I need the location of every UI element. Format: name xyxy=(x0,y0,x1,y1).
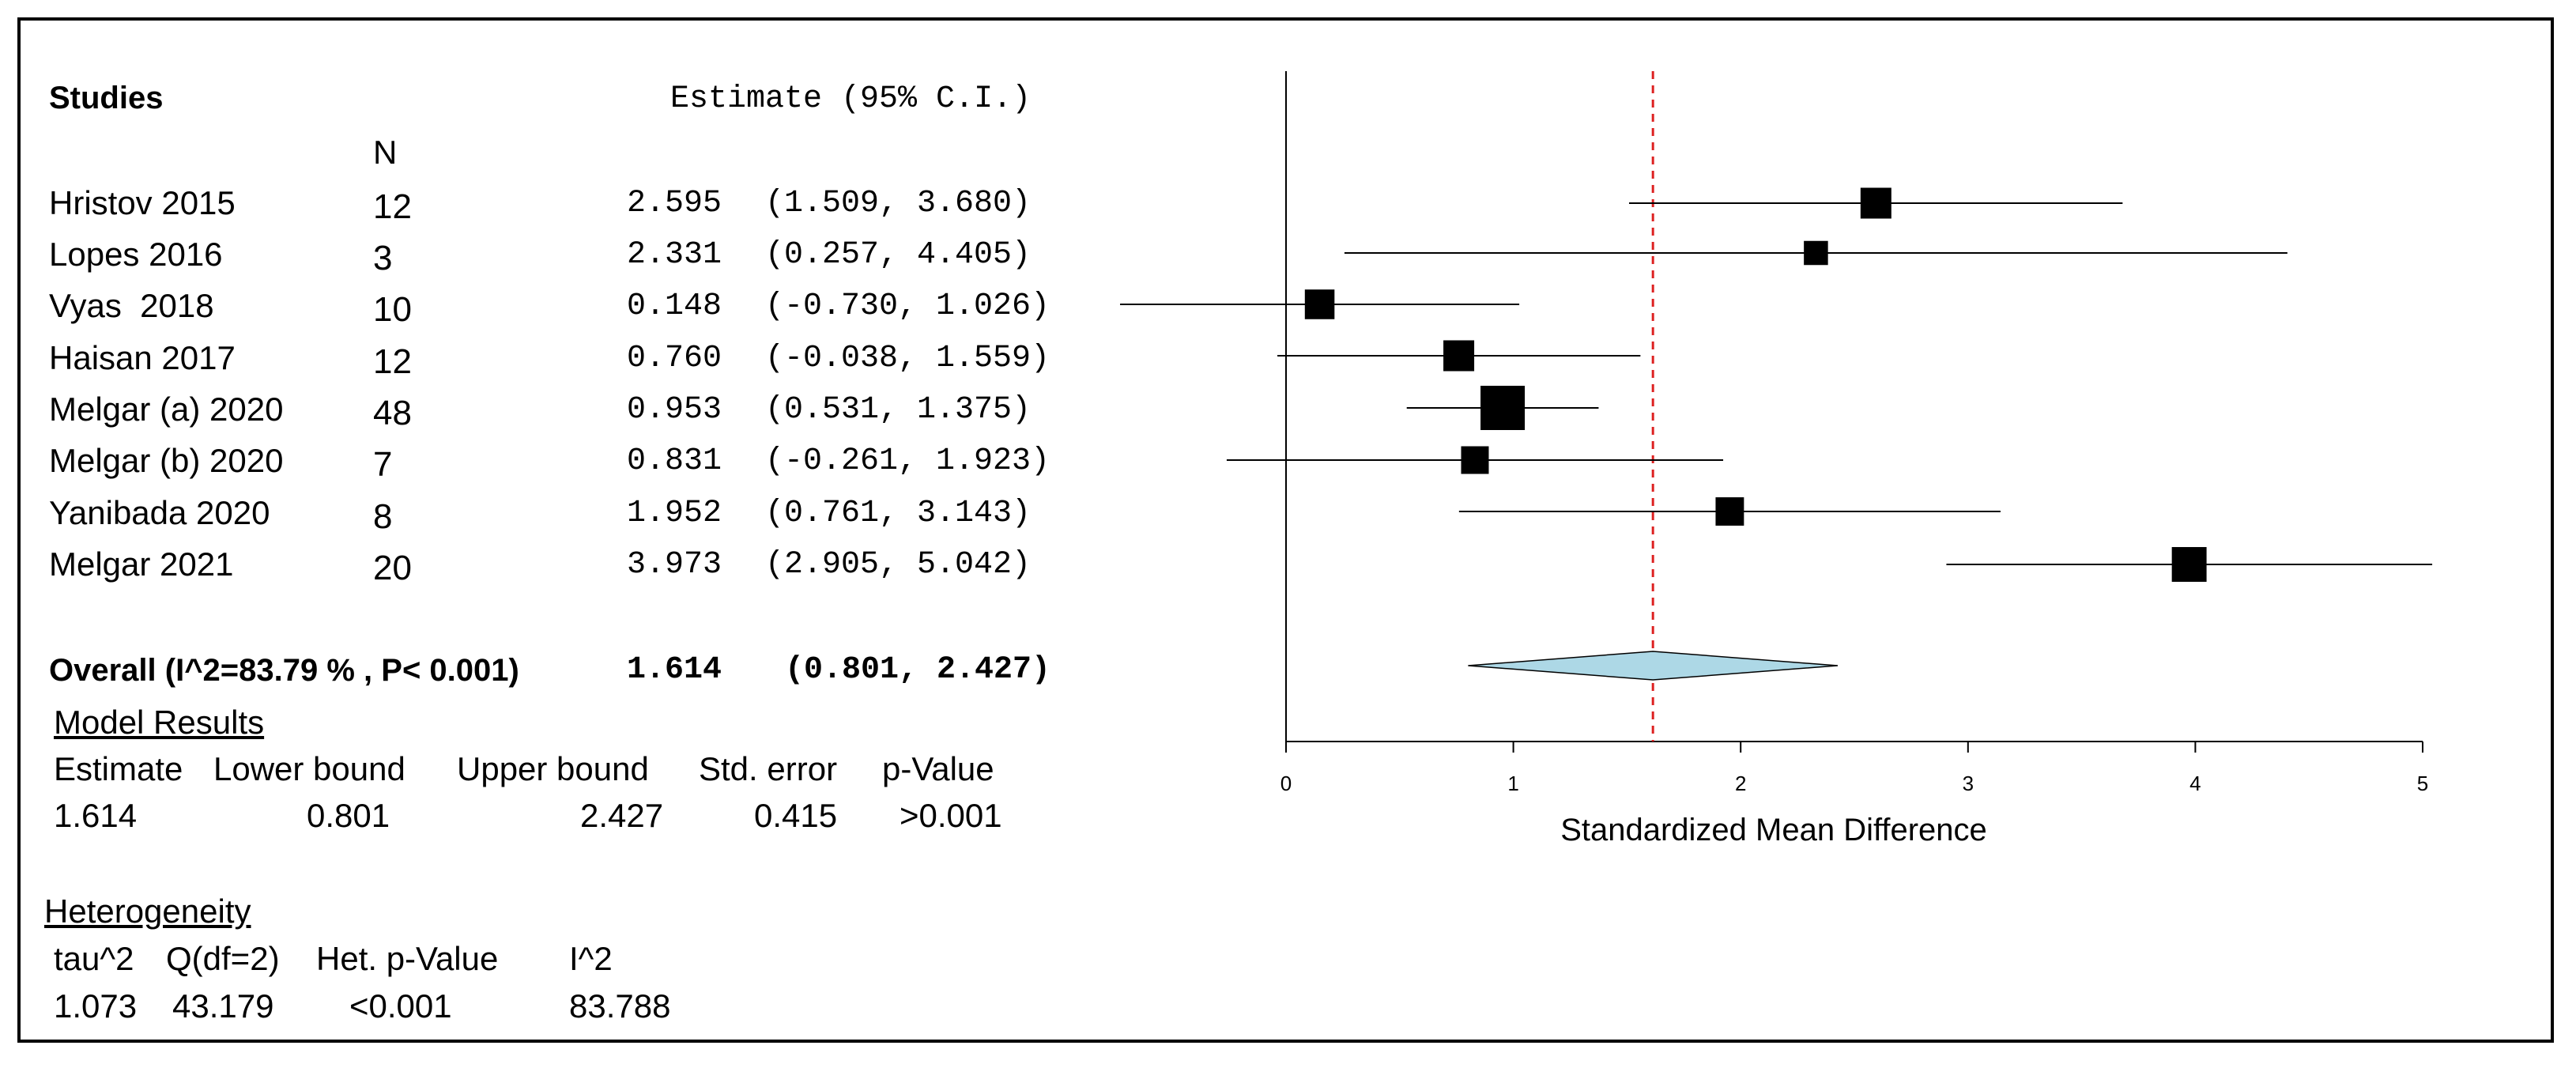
study-estimate: 0.953 xyxy=(627,392,722,428)
studies-header: Studies xyxy=(49,81,164,115)
study-n: 10 xyxy=(373,290,412,329)
x-axis-label: Standardized Mean Difference xyxy=(1560,813,1987,847)
study-estimate: 1.952 xyxy=(627,496,722,531)
overall-label: Overall (I^2=83.79 % , P< 0.001) xyxy=(49,653,519,688)
study-n: 3 xyxy=(373,239,393,277)
overall-ci: (0.801, 2.427) xyxy=(785,652,1051,688)
study-ci: (-0.261, 1.923) xyxy=(765,443,1050,479)
study-estimate: 3.973 xyxy=(627,547,722,583)
overall-diamond xyxy=(1468,651,1839,681)
study-name: Haisan 2017 xyxy=(49,339,236,376)
estimate-square xyxy=(1860,187,1891,219)
study-name: Lopes 2016 xyxy=(49,236,223,273)
overall-estimate: 1.614 xyxy=(627,652,722,688)
model-header-upper: Upper bound xyxy=(457,750,649,787)
x-tick-label: 0 xyxy=(1280,772,1292,795)
study-name: Melgar (a) 2020 xyxy=(49,391,284,428)
estimate-square xyxy=(1804,240,1828,266)
x-tick-label: 3 xyxy=(1963,772,1974,795)
study-ci: (0.761, 3.143) xyxy=(765,496,1032,531)
model-header-stderr: Std. error xyxy=(699,750,838,787)
het-value-q: 43.179 xyxy=(172,987,274,1025)
model-header-pvalue: p-Value xyxy=(882,750,994,787)
study-n: 7 xyxy=(373,445,393,484)
model-results-title: Model Results xyxy=(54,704,265,741)
x-tick-label: 5 xyxy=(2417,772,2428,795)
study-ci: (-0.730, 1.026) xyxy=(765,289,1050,324)
study-name: Melgar (b) 2020 xyxy=(49,442,284,479)
model-value-upper: 2.427 xyxy=(580,797,664,834)
model-header-lower: Lower bound xyxy=(213,750,405,787)
study-n: 12 xyxy=(373,187,412,226)
study-estimate: 0.760 xyxy=(627,341,722,376)
study-ci: (0.531, 1.375) xyxy=(765,392,1032,428)
n-header: N xyxy=(373,134,398,171)
study-name: Hristov 2015 xyxy=(49,184,236,221)
model-value-stderr: 0.415 xyxy=(754,797,838,834)
het-header-q: Q(df=2) xyxy=(166,940,280,977)
estimate-header: Estimate (95% C.I.) xyxy=(670,81,1032,117)
het-value-pvalue: <0.001 xyxy=(349,987,452,1025)
study-estimate: 2.331 xyxy=(627,237,722,273)
het-header-pvalue: Het. p-Value xyxy=(316,940,499,977)
het-header-i2: I^2 xyxy=(569,940,613,977)
estimate-square xyxy=(1443,340,1475,372)
model-value-pvalue: >0.001 xyxy=(900,797,1002,834)
study-name: Yanibada 2020 xyxy=(49,494,270,531)
estimate-square xyxy=(1304,289,1335,319)
study-ci: (0.257, 4.405) xyxy=(765,237,1032,273)
study-ci: (2.905, 5.042) xyxy=(765,547,1032,583)
model-value-estimate: 1.614 xyxy=(54,797,138,834)
study-estimate: 2.595 xyxy=(627,186,722,221)
model-value-lower: 0.801 xyxy=(307,797,390,834)
study-estimate: 0.148 xyxy=(627,289,722,324)
estimate-square xyxy=(1715,497,1744,526)
model-header-estimate: Estimate xyxy=(54,750,183,787)
study-ci: (1.509, 3.680) xyxy=(765,186,1032,221)
x-tick-label: 4 xyxy=(2189,772,2201,795)
x-tick-label: 1 xyxy=(1507,772,1518,795)
study-n: 48 xyxy=(373,394,412,432)
estimate-square xyxy=(1480,386,1526,430)
study-estimate: 0.831 xyxy=(627,443,722,479)
estimate-square xyxy=(2171,547,2207,582)
study-ci: (-0.038, 1.559) xyxy=(765,341,1050,376)
heterogeneity-title: Heterogeneity xyxy=(44,893,251,930)
het-value-tau2: 1.073 xyxy=(54,987,138,1025)
estimate-square xyxy=(1461,446,1489,474)
x-tick-label: 2 xyxy=(1735,772,1746,795)
study-name: Vyas 2018 xyxy=(49,287,214,324)
study-name: Melgar 2021 xyxy=(49,545,234,583)
study-n: 8 xyxy=(373,497,393,536)
figure-frame xyxy=(17,17,2554,1043)
het-header-tau2: tau^2 xyxy=(54,940,134,977)
study-n: 12 xyxy=(373,342,412,381)
het-value-i2: 83.788 xyxy=(569,987,671,1025)
study-n: 20 xyxy=(373,549,412,587)
